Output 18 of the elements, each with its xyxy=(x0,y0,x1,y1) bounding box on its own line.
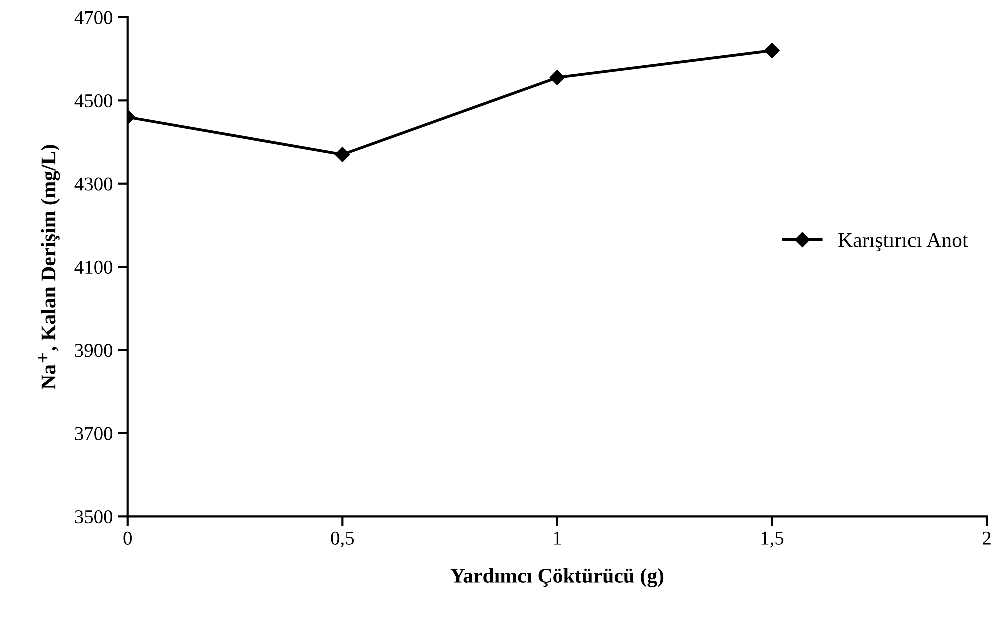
y-tick-label: 4300 xyxy=(74,178,113,191)
y-axis-title: Na$^{+}$, Kalan Derişim (mg/L) xyxy=(38,145,60,390)
y-tick-label: 4100 xyxy=(74,260,113,274)
x-tick-label: 0 xyxy=(124,532,132,545)
point xyxy=(764,43,780,58)
y-tick-label: 4500 xyxy=(74,94,113,108)
y-tick-label: 3900 xyxy=(75,344,113,358)
y-tick-label: 4700 xyxy=(74,11,113,24)
x-tick-label: 0,5 xyxy=(331,532,354,548)
x-tick-label: 2 xyxy=(983,532,991,545)
y-tick-label: 3700 xyxy=(75,427,113,440)
x-tick-label: 1,5 xyxy=(762,532,784,548)
legend-label: Karıştırıcı Anot xyxy=(838,233,968,252)
point xyxy=(335,147,350,162)
x-axis-title: Yardımcı Çöktürücü (g) xyxy=(450,568,664,588)
point xyxy=(550,70,566,86)
x-tick-label: 1 xyxy=(554,532,562,545)
y-tick-label: 3500 xyxy=(75,510,113,524)
